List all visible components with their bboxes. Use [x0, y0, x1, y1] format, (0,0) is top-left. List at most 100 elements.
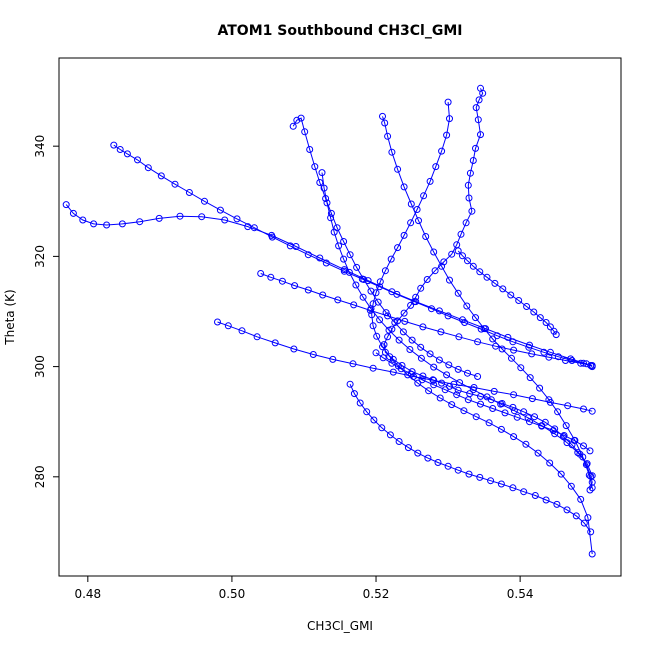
data-point — [420, 192, 428, 200]
series-line — [292, 117, 478, 377]
data-point — [584, 514, 592, 522]
data-point — [417, 284, 425, 292]
data-point — [440, 258, 448, 266]
data-point — [460, 407, 468, 415]
data-point — [384, 132, 392, 140]
data-point — [572, 512, 580, 520]
data-point — [526, 341, 533, 349]
data-point — [297, 114, 305, 122]
series-5 — [289, 114, 482, 380]
series-6 — [379, 112, 596, 492]
data-point — [399, 328, 407, 336]
data-point — [176, 212, 184, 220]
data-point — [444, 98, 452, 106]
data-point — [551, 425, 559, 433]
series-line — [65, 204, 593, 368]
data-point — [499, 285, 507, 293]
data-point — [395, 438, 403, 445]
data-point — [363, 408, 371, 416]
data-point — [373, 332, 381, 340]
data-point — [378, 424, 386, 432]
data-point — [587, 528, 595, 536]
data-point — [448, 401, 456, 409]
data-point — [238, 327, 246, 335]
data-point — [155, 214, 163, 222]
data-point — [454, 247, 462, 255]
data-point — [432, 163, 440, 171]
data-point — [404, 444, 412, 452]
data-point — [134, 156, 141, 164]
data-point — [531, 413, 538, 421]
data-point — [407, 370, 415, 378]
series-line — [113, 144, 591, 366]
data-point — [455, 333, 463, 341]
y-tick-label: 280 — [33, 465, 47, 488]
data-point — [400, 183, 408, 191]
data-point — [79, 216, 87, 224]
data-point — [522, 440, 530, 448]
series-9 — [346, 380, 595, 536]
data-point — [457, 230, 465, 238]
data-point — [564, 402, 572, 410]
data-point — [385, 326, 393, 334]
data-point — [424, 454, 432, 462]
data-point — [353, 263, 361, 271]
x-axis-label: CH3Cl_GMI — [307, 619, 373, 633]
series-line — [375, 352, 591, 452]
data-point — [388, 288, 396, 296]
data-point — [289, 122, 297, 130]
y-tick-label: 340 — [33, 135, 47, 158]
data-point — [531, 492, 539, 499]
data-point — [360, 276, 368, 283]
data-point — [528, 350, 536, 358]
data-point — [549, 427, 557, 434]
data-point — [413, 206, 421, 213]
data-point — [536, 314, 544, 322]
data-point — [497, 400, 505, 408]
data-point — [464, 257, 471, 265]
data-point — [364, 277, 372, 285]
y-axis: 280 300 320 340 — [33, 135, 59, 488]
data-point — [372, 349, 380, 357]
data-point — [198, 213, 206, 221]
data-point — [465, 470, 473, 478]
data-point — [387, 255, 395, 263]
data-point — [391, 319, 399, 326]
data-point — [271, 339, 279, 347]
series-7 — [368, 98, 596, 558]
data-point — [369, 364, 377, 372]
data-point — [477, 131, 484, 139]
data-point — [583, 460, 591, 468]
data-point — [407, 301, 415, 309]
plot-area — [62, 84, 596, 558]
data-point — [528, 395, 536, 403]
data-point — [588, 472, 596, 480]
data-point — [443, 371, 451, 379]
data-point — [465, 194, 473, 202]
data-point — [497, 480, 505, 488]
data-point — [352, 281, 360, 289]
data-point — [293, 116, 301, 124]
data-point — [545, 353, 553, 361]
data-point — [414, 449, 422, 457]
data-point — [233, 215, 241, 223]
data-point — [400, 231, 408, 239]
data-point — [464, 181, 472, 189]
data-point — [477, 400, 484, 408]
data-point — [454, 365, 462, 373]
data-point — [62, 201, 70, 209]
data-point — [224, 322, 232, 330]
data-point — [389, 368, 397, 376]
data-point — [418, 376, 426, 384]
data-point — [446, 115, 453, 123]
data-point — [476, 473, 484, 481]
data-point — [563, 439, 571, 447]
data-point — [574, 449, 582, 457]
data-point — [508, 354, 515, 362]
data-point — [441, 386, 449, 394]
data-point — [517, 364, 525, 372]
data-point — [381, 119, 389, 127]
data-point — [472, 413, 480, 421]
data-point — [69, 209, 77, 217]
data-point — [491, 279, 499, 287]
